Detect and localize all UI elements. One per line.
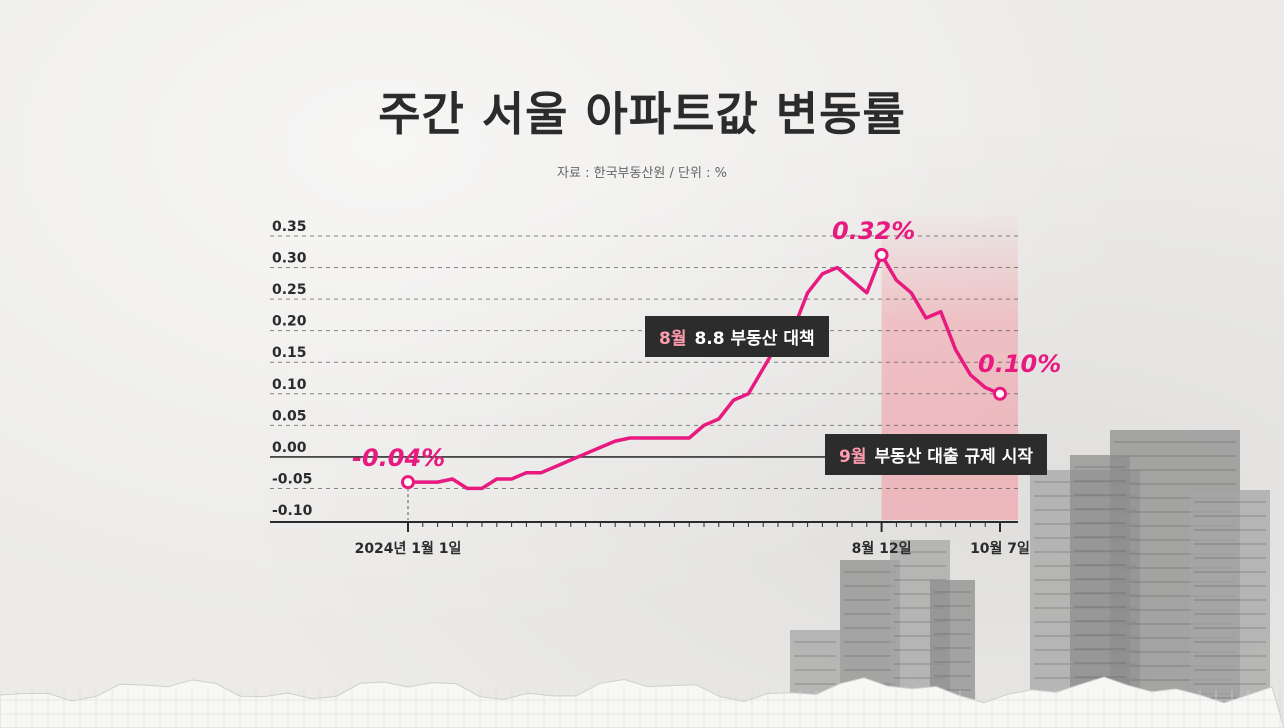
series-line-path	[406, 253, 1002, 491]
y-tick-label: 0.35	[272, 219, 307, 235]
sep-regulation-annotation: 9월 부동산 대출 규제 시작	[825, 434, 1047, 475]
y-tick-labels: 0.35 0.30 0.25 0.20 0.15 0.10 0.05 0.00 -0.05 -0.…	[272, 219, 313, 519]
y-tick-label: 0.20	[272, 314, 307, 330]
torn-paper-piece	[0, 676, 1284, 728]
torn-paper-strip	[0, 676, 1284, 728]
y-tick-label: 0.25	[272, 282, 307, 298]
sep-annotation-month: 9월	[839, 447, 867, 467]
x-tick-labels: 2024년 1월 1일 8월 12일 10월 7일	[355, 540, 1030, 557]
y-tick-label: 0.00	[272, 440, 307, 456]
x-tick-label: 2024년 1월 1일	[355, 540, 462, 557]
series-line	[406, 253, 1002, 491]
y-tick-label: -0.10	[272, 503, 313, 519]
chart-title: 주간 서울 아파트값 변동률	[378, 87, 906, 141]
y-tick-label: -0.05	[272, 471, 312, 487]
end-value-label: 0.10%	[978, 350, 1062, 378]
axes	[270, 482, 1018, 532]
start-value-label: -0.04%	[352, 444, 446, 472]
sep-annotation-text: 부동산 대출 규제 시작	[874, 447, 1033, 467]
y-tick-label: 0.05	[272, 408, 307, 424]
x-tick-label: 10월 7일	[970, 540, 1030, 557]
series-marker	[874, 247, 889, 262]
y-tick-label: 0.10	[272, 377, 307, 393]
aug-annotation-text: 8.8 부동산 대책	[694, 329, 815, 349]
x-tick-label: 8월 12일	[852, 540, 912, 557]
y-tick-label: 0.15	[272, 345, 307, 361]
aug-policy-annotation: 8월 8.8 부동산 대책	[645, 316, 829, 357]
y-tick-label: 0.30	[272, 251, 307, 267]
chart-subtitle: 자료 : 한국부동산원 / 단위 : %	[557, 166, 727, 181]
peak-value-label: 0.32%	[832, 217, 916, 245]
series-markers	[401, 247, 1007, 490]
series-marker	[401, 475, 415, 490]
aug-annotation-month: 8월	[659, 329, 687, 349]
series-marker	[993, 386, 1007, 401]
